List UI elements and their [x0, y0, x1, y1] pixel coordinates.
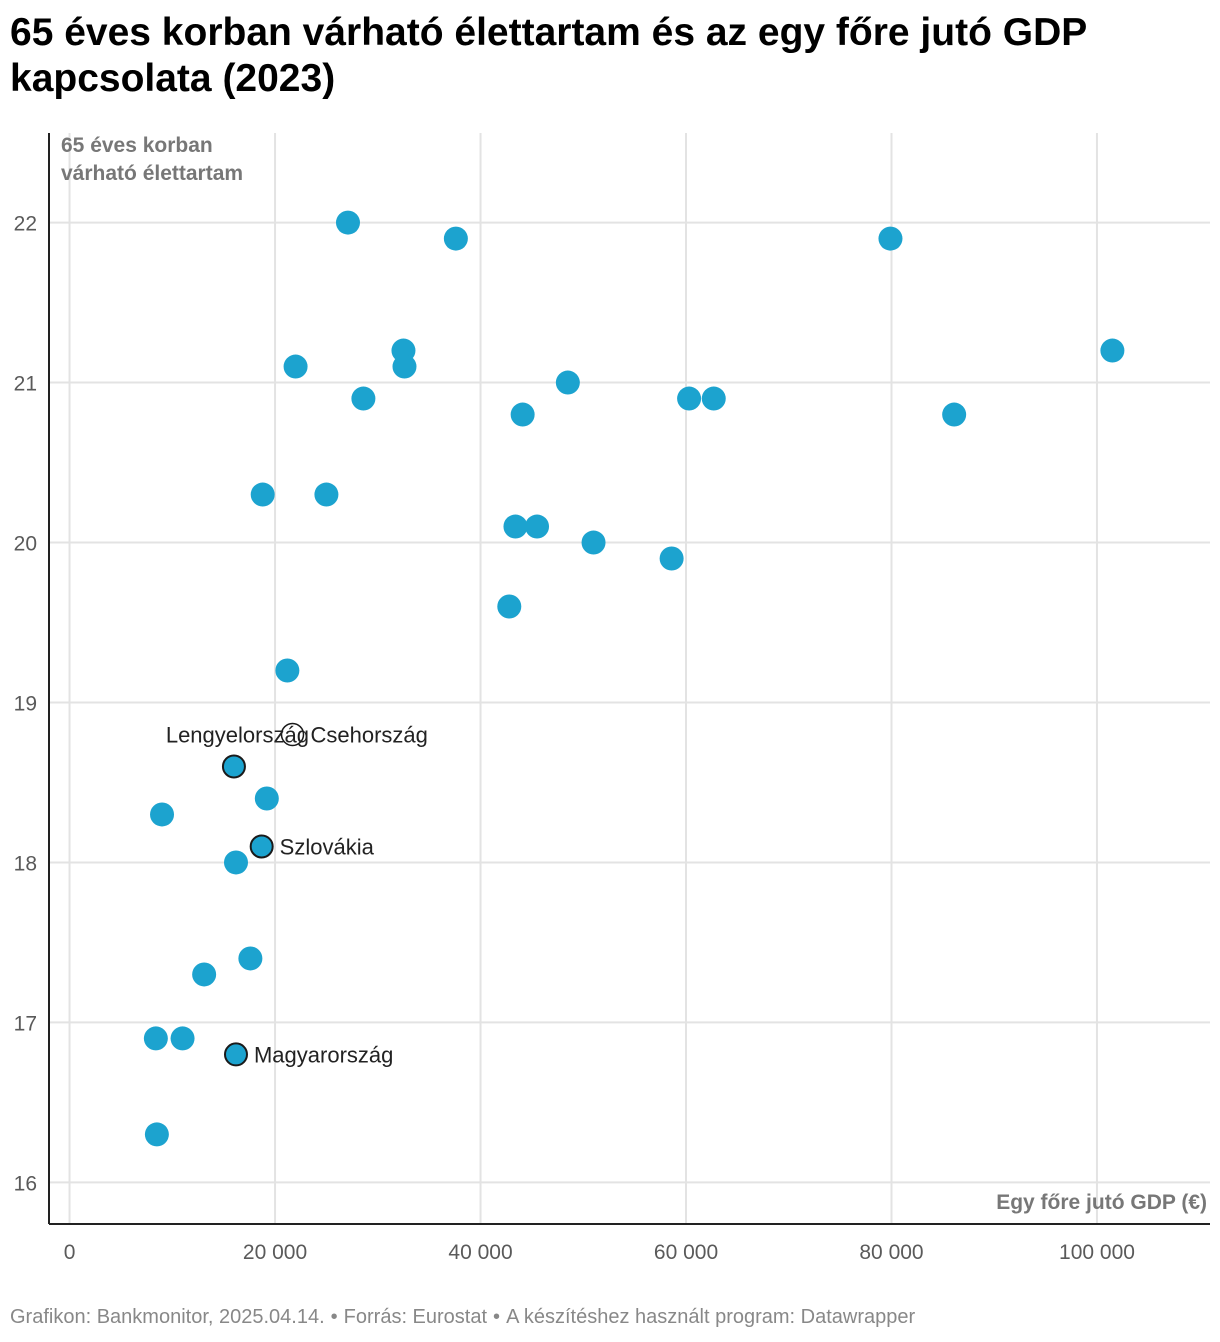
point-annotation: Lengyelország	[166, 722, 309, 747]
footer-separator: •	[493, 1306, 501, 1328]
data-point	[503, 514, 528, 539]
data-point	[878, 226, 903, 251]
data-point	[170, 1026, 195, 1051]
data-point	[143, 1026, 168, 1051]
chart-title: 65 éves korban várható élettartam és az …	[10, 11, 1087, 100]
point-annotation: Csehország	[311, 722, 428, 747]
highlight-point	[249, 834, 274, 859]
y-tick-label: 17	[14, 1012, 37, 1035]
data-point	[283, 354, 308, 379]
footer-tool: A készítéshez használt program: Datawrap…	[506, 1306, 916, 1328]
x-tick-label: 20 000	[243, 1241, 307, 1264]
data-point	[238, 946, 263, 971]
x-tick-label: 60 000	[654, 1241, 718, 1264]
data-point	[497, 594, 522, 619]
data-point	[192, 962, 217, 987]
x-tick-label: 0	[64, 1241, 76, 1264]
x-tick-label: 100 000	[1059, 1241, 1135, 1264]
data-point	[150, 802, 175, 827]
data-point	[525, 514, 550, 539]
highlight-point	[221, 754, 246, 779]
data-point	[254, 786, 279, 811]
footer-credit: Grafikon: Bankmonitor, 2025.04.14.	[10, 1306, 325, 1328]
grid-lines	[49, 133, 1210, 1224]
highlight-point	[280, 722, 305, 747]
tick-labels: 0 20 000 40 000 60 000 80 000 100 000 16 17 18 19…	[14, 213, 1135, 1264]
axes	[48, 133, 1210, 1225]
x-tick-label: 80 000	[859, 1241, 923, 1264]
data-point	[659, 546, 684, 571]
y-tick-label: 20	[14, 533, 37, 556]
point-annotation: Szlovákia	[280, 834, 375, 859]
highlight-point	[223, 1042, 248, 1067]
data-point	[555, 370, 580, 395]
y-tick-label: 22	[14, 213, 37, 236]
data-point	[351, 386, 376, 411]
data-point	[701, 386, 726, 411]
data-point	[335, 210, 360, 235]
data-point	[223, 850, 248, 875]
y-tick-label: 16	[14, 1172, 37, 1195]
footer-separator: •	[330, 1306, 338, 1328]
scatter-chart: 0 20 000 40 000 60 000 80 000 100 000 16 17 18 19…	[14, 133, 1210, 1264]
y-tick-label: 19	[14, 692, 37, 715]
data-point	[275, 658, 300, 683]
data-point	[314, 482, 339, 507]
footer: Grafikon: Bankmonitor, 2025.04.14. • Forrá…	[10, 1306, 915, 1329]
point-annotation: Magyarország	[254, 1042, 393, 1067]
y-tick-label: 18	[14, 852, 37, 875]
data-point	[510, 402, 535, 427]
data-point	[250, 482, 275, 507]
y-tick-label: 21	[14, 373, 37, 396]
y-axis-label: várható élettartam	[61, 162, 243, 185]
data-point	[392, 354, 417, 379]
data-points	[143, 210, 1125, 1147]
data-point	[677, 386, 702, 411]
data-point	[443, 226, 468, 251]
data-point	[144, 1122, 169, 1147]
data-point	[942, 402, 967, 427]
axis-labels: 65 éves korban várható élettartam Egy főre…	[61, 134, 1207, 1214]
x-tick-label: 40 000	[448, 1241, 512, 1264]
y-axis-label: 65 éves korban	[61, 134, 213, 157]
data-point	[1100, 338, 1125, 363]
x-axis-label: Egy főre jutó GDP (€)	[996, 1191, 1207, 1214]
data-point	[581, 530, 606, 555]
footer-source: Forrás: Eurostat	[343, 1306, 488, 1328]
